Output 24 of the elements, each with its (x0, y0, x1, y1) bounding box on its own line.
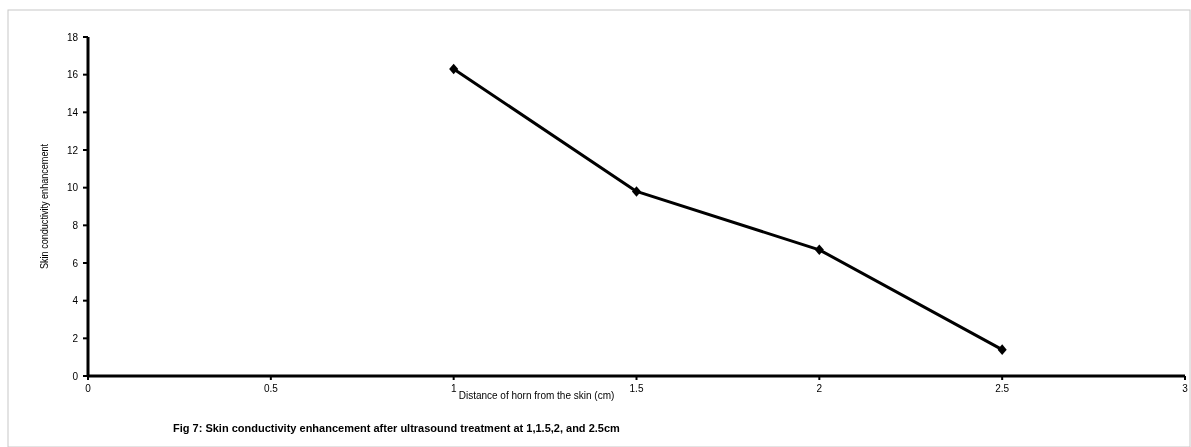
y-tick-label: 0 (72, 370, 79, 382)
x-tick-label: 0.5 (263, 383, 279, 394)
y-tick-label: 12 (66, 144, 79, 156)
point (997, 344, 1007, 355)
x-tick-label: 0 (85, 383, 92, 394)
x-axis-title: Distance of horn from the skin (cm) (458, 390, 615, 401)
point (449, 63, 459, 75)
x-tick-label: 1.5 (629, 383, 644, 394)
y-tick-label: 8 (72, 219, 79, 231)
y-tick-label: 10 (66, 182, 79, 194)
y-tick-label: 16 (66, 69, 79, 81)
x-tick-label: 3 (1182, 383, 1189, 394)
x-tick-label: 2 (816, 383, 823, 394)
x-tick-label: 1 (450, 383, 457, 394)
caption: Fig 7: Skin conductivity enhancement after ultrasound treatment at 1,1.5,2, and 2.5cm (173, 422, 621, 434)
y-tick-label: 2 (72, 332, 79, 344)
x-tick-label: 2.5 (995, 383, 1010, 394)
y-tick-label: 18 (66, 31, 79, 43)
point (631, 186, 642, 197)
y-tick-label: 14 (66, 106, 79, 118)
y-tick-label: 4 (72, 295, 79, 307)
point (814, 244, 824, 256)
y-axis-title: Skin conductivity enhancement (39, 131, 50, 269)
y-tick-label: 6 (72, 257, 79, 269)
